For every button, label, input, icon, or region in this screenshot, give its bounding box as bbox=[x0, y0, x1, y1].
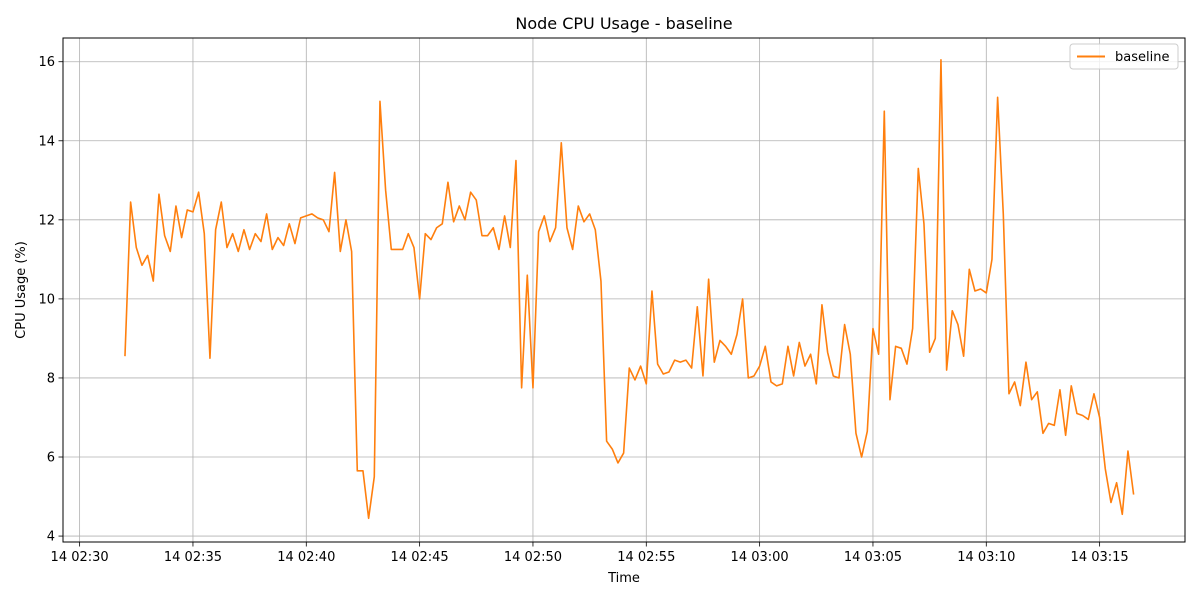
y-tick-label: 14 bbox=[38, 134, 55, 149]
series-line-baseline bbox=[124, 58, 1135, 520]
grid bbox=[63, 38, 1185, 542]
x-tick-label: 14 02:35 bbox=[164, 550, 222, 565]
x-tick-label: 14 02:45 bbox=[391, 550, 449, 565]
x-tick-label: 14 02:30 bbox=[51, 550, 109, 565]
x-tick-label: 14 03:15 bbox=[1071, 550, 1129, 565]
y-axis-label: CPU Usage (%) bbox=[14, 241, 29, 339]
x-tick-label: 14 03:05 bbox=[844, 550, 902, 565]
legend: baseline bbox=[1069, 43, 1179, 70]
y-tick-label: 4 bbox=[47, 530, 55, 545]
x-tick-label: 14 03:00 bbox=[731, 550, 789, 565]
y-tick-label: 10 bbox=[38, 292, 55, 307]
y-axis-ticks: 4 6 8 10 12 14 16 bbox=[38, 55, 63, 545]
x-tick-label: 14 02:55 bbox=[617, 550, 675, 565]
series-layer bbox=[124, 58, 1135, 520]
plot-frame bbox=[62, 37, 1186, 543]
y-tick-label: 6 bbox=[47, 451, 55, 466]
x-axis-ticks: 14 02:30 14 02:35 14 02:40 14 02:45 14 02:50… bbox=[51, 542, 1129, 565]
x-tick-label: 14 02:50 bbox=[504, 550, 562, 565]
x-tick-label: 14 03:10 bbox=[957, 550, 1015, 565]
y-tick-label: 8 bbox=[47, 371, 55, 386]
legend-label-baseline: baseline bbox=[1115, 50, 1169, 65]
y-tick-label: 16 bbox=[38, 55, 55, 70]
x-axis-label: Time bbox=[607, 571, 640, 586]
legend-box bbox=[1069, 43, 1179, 70]
chart-title: Node CPU Usage - baseline bbox=[515, 14, 732, 33]
x-tick-label: 14 02:40 bbox=[277, 550, 335, 565]
y-tick-label: 12 bbox=[38, 213, 55, 228]
